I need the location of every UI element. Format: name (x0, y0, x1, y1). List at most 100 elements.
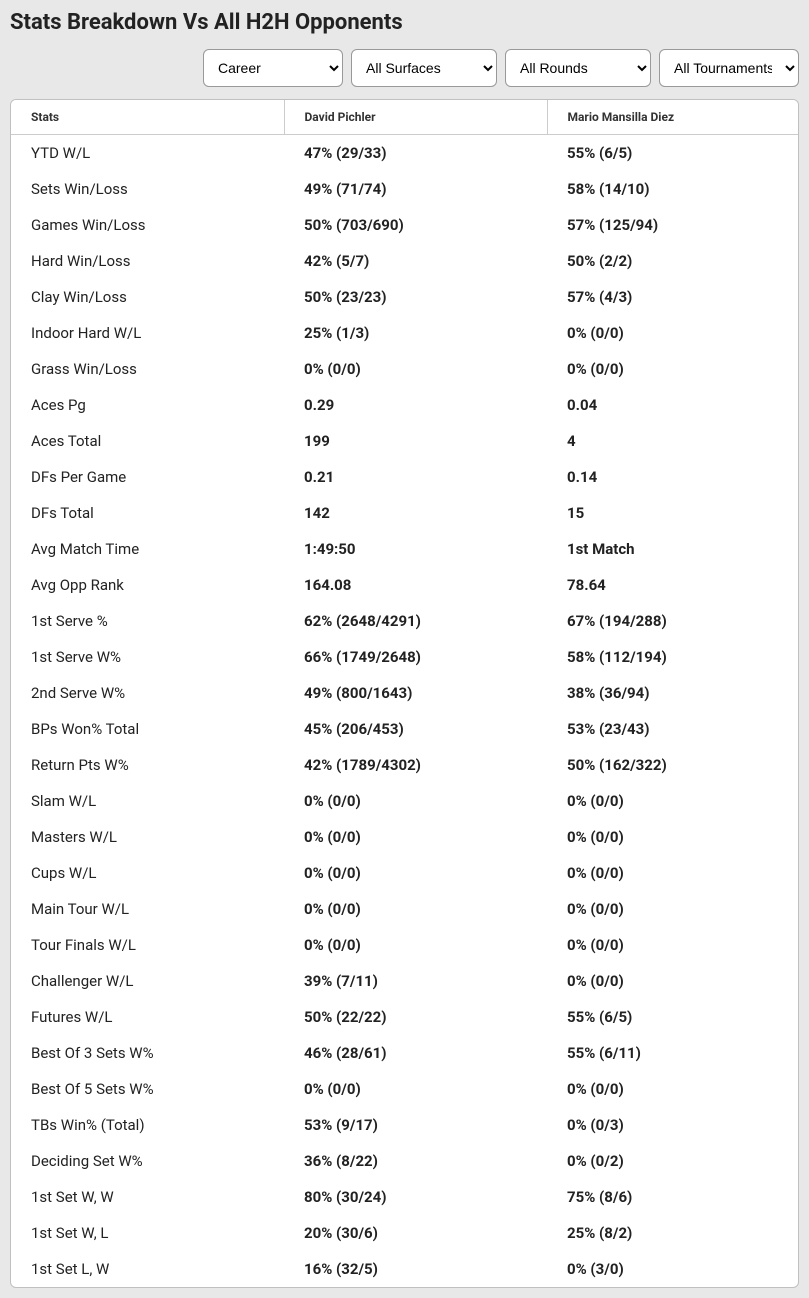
player2-value: 0% (0/0) (547, 783, 798, 819)
player1-value: 164.08 (284, 567, 547, 603)
player2-value: 15 (547, 495, 798, 531)
player1-value: 20% (30/6) (284, 1215, 547, 1251)
table-row: Cups W/L0% (0/0)0% (0/0) (11, 855, 798, 891)
player2-value: 55% (6/5) (547, 135, 798, 172)
player1-value: 0.29 (284, 387, 547, 423)
player2-value: 50% (162/322) (547, 747, 798, 783)
player1-value: 0% (0/0) (284, 819, 547, 855)
player2-value: 55% (6/5) (547, 999, 798, 1035)
filter-tournaments[interactable]: All Tournaments (659, 49, 799, 87)
player1-value: 199 (284, 423, 547, 459)
filter-row: Career All Surfaces All Rounds All Tourn… (10, 49, 799, 87)
player1-value: 39% (7/11) (284, 963, 547, 999)
table-row: Best Of 5 Sets W%0% (0/0)0% (0/0) (11, 1071, 798, 1107)
player1-value: 62% (2648/4291) (284, 603, 547, 639)
filter-rounds[interactable]: All Rounds (505, 49, 651, 87)
player1-value: 142 (284, 495, 547, 531)
table-row: 1st Serve %62% (2648/4291)67% (194/288) (11, 603, 798, 639)
player2-value: 75% (8/6) (547, 1179, 798, 1215)
player1-value: 0% (0/0) (284, 783, 547, 819)
table-row: Avg Match Time1:49:501st Match (11, 531, 798, 567)
table-row: 1st Serve W%66% (1749/2648)58% (112/194) (11, 639, 798, 675)
table-row: Masters W/L0% (0/0)0% (0/0) (11, 819, 798, 855)
player1-value: 49% (71/74) (284, 171, 547, 207)
player2-value: 0% (3/0) (547, 1251, 798, 1287)
stat-label: Aces Pg (11, 387, 284, 423)
player2-value: 1st Match (547, 531, 798, 567)
table-row: Indoor Hard W/L25% (1/3)0% (0/0) (11, 315, 798, 351)
player2-value: 0% (0/0) (547, 891, 798, 927)
table-row: DFs Total14215 (11, 495, 798, 531)
stat-label: Indoor Hard W/L (11, 315, 284, 351)
stat-label: Tour Finals W/L (11, 927, 284, 963)
table-row: YTD W/L47% (29/33)55% (6/5) (11, 135, 798, 172)
player2-value: 0.14 (547, 459, 798, 495)
stat-label: Best Of 3 Sets W% (11, 1035, 284, 1071)
stat-label: Aces Total (11, 423, 284, 459)
stat-label: BPs Won% Total (11, 711, 284, 747)
player1-value: 0.21 (284, 459, 547, 495)
player1-value: 0% (0/0) (284, 855, 547, 891)
table-row: Hard Win/Loss42% (5/7)50% (2/2) (11, 243, 798, 279)
player1-value: 50% (22/22) (284, 999, 547, 1035)
stat-label: Games Win/Loss (11, 207, 284, 243)
stat-label: Main Tour W/L (11, 891, 284, 927)
table-row: 1st Set W, L20% (30/6)25% (8/2) (11, 1215, 798, 1251)
player2-value: 58% (112/194) (547, 639, 798, 675)
player1-value: 0% (0/0) (284, 891, 547, 927)
col-header-player1: David Pichler (284, 100, 547, 135)
stat-label: DFs Per Game (11, 459, 284, 495)
player2-value: 25% (8/2) (547, 1215, 798, 1251)
stat-label: 1st Set L, W (11, 1251, 284, 1287)
stat-label: DFs Total (11, 495, 284, 531)
player1-value: 25% (1/3) (284, 315, 547, 351)
player2-value: 0% (0/0) (547, 819, 798, 855)
table-row: Deciding Set W%36% (8/22)0% (0/2) (11, 1143, 798, 1179)
stat-label: Masters W/L (11, 819, 284, 855)
table-row: Best Of 3 Sets W%46% (28/61)55% (6/11) (11, 1035, 798, 1071)
player1-value: 53% (9/17) (284, 1107, 547, 1143)
player1-value: 0% (0/0) (284, 1071, 547, 1107)
player2-value: 0% (0/0) (547, 1071, 798, 1107)
player2-value: 78.64 (547, 567, 798, 603)
player1-value: 47% (29/33) (284, 135, 547, 172)
player1-value: 42% (1789/4302) (284, 747, 547, 783)
stat-label: TBs Win% (Total) (11, 1107, 284, 1143)
table-row: Games Win/Loss50% (703/690)57% (125/94) (11, 207, 798, 243)
stat-label: Avg Opp Rank (11, 567, 284, 603)
player1-value: 1:49:50 (284, 531, 547, 567)
table-row: Aces Total1994 (11, 423, 798, 459)
table-row: BPs Won% Total45% (206/453)53% (23/43) (11, 711, 798, 747)
table-row: Slam W/L0% (0/0)0% (0/0) (11, 783, 798, 819)
table-row: 1st Set L, W16% (32/5)0% (3/0) (11, 1251, 798, 1287)
stat-label: Best Of 5 Sets W% (11, 1071, 284, 1107)
player1-value: 46% (28/61) (284, 1035, 547, 1071)
player2-value: 4 (547, 423, 798, 459)
player1-value: 49% (800/1643) (284, 675, 547, 711)
stat-label: Sets Win/Loss (11, 171, 284, 207)
filter-career[interactable]: Career (203, 49, 343, 87)
stat-label: Hard Win/Loss (11, 243, 284, 279)
player1-value: 45% (206/453) (284, 711, 547, 747)
player1-value: 66% (1749/2648) (284, 639, 547, 675)
player2-value: 58% (14/10) (547, 171, 798, 207)
stat-label: 1st Set W, L (11, 1215, 284, 1251)
table-row: Clay Win/Loss50% (23/23)57% (4/3) (11, 279, 798, 315)
stat-label: Challenger W/L (11, 963, 284, 999)
col-header-player2: Mario Mansilla Diez (547, 100, 798, 135)
player1-value: 42% (5/7) (284, 243, 547, 279)
stat-label: 1st Set W, W (11, 1179, 284, 1215)
player1-value: 0% (0/0) (284, 351, 547, 387)
table-row: Challenger W/L39% (7/11)0% (0/0) (11, 963, 798, 999)
stats-table: Stats David Pichler Mario Mansilla Diez … (11, 100, 798, 1287)
stat-label: Grass Win/Loss (11, 351, 284, 387)
stat-label: Cups W/L (11, 855, 284, 891)
stats-table-container: Stats David Pichler Mario Mansilla Diez … (10, 99, 799, 1288)
player2-value: 55% (6/11) (547, 1035, 798, 1071)
filter-surfaces[interactable]: All Surfaces (351, 49, 497, 87)
player2-value: 0% (0/0) (547, 855, 798, 891)
player2-value: 0% (0/0) (547, 927, 798, 963)
player2-value: 57% (4/3) (547, 279, 798, 315)
player1-value: 16% (32/5) (284, 1251, 547, 1287)
player2-value: 67% (194/288) (547, 603, 798, 639)
